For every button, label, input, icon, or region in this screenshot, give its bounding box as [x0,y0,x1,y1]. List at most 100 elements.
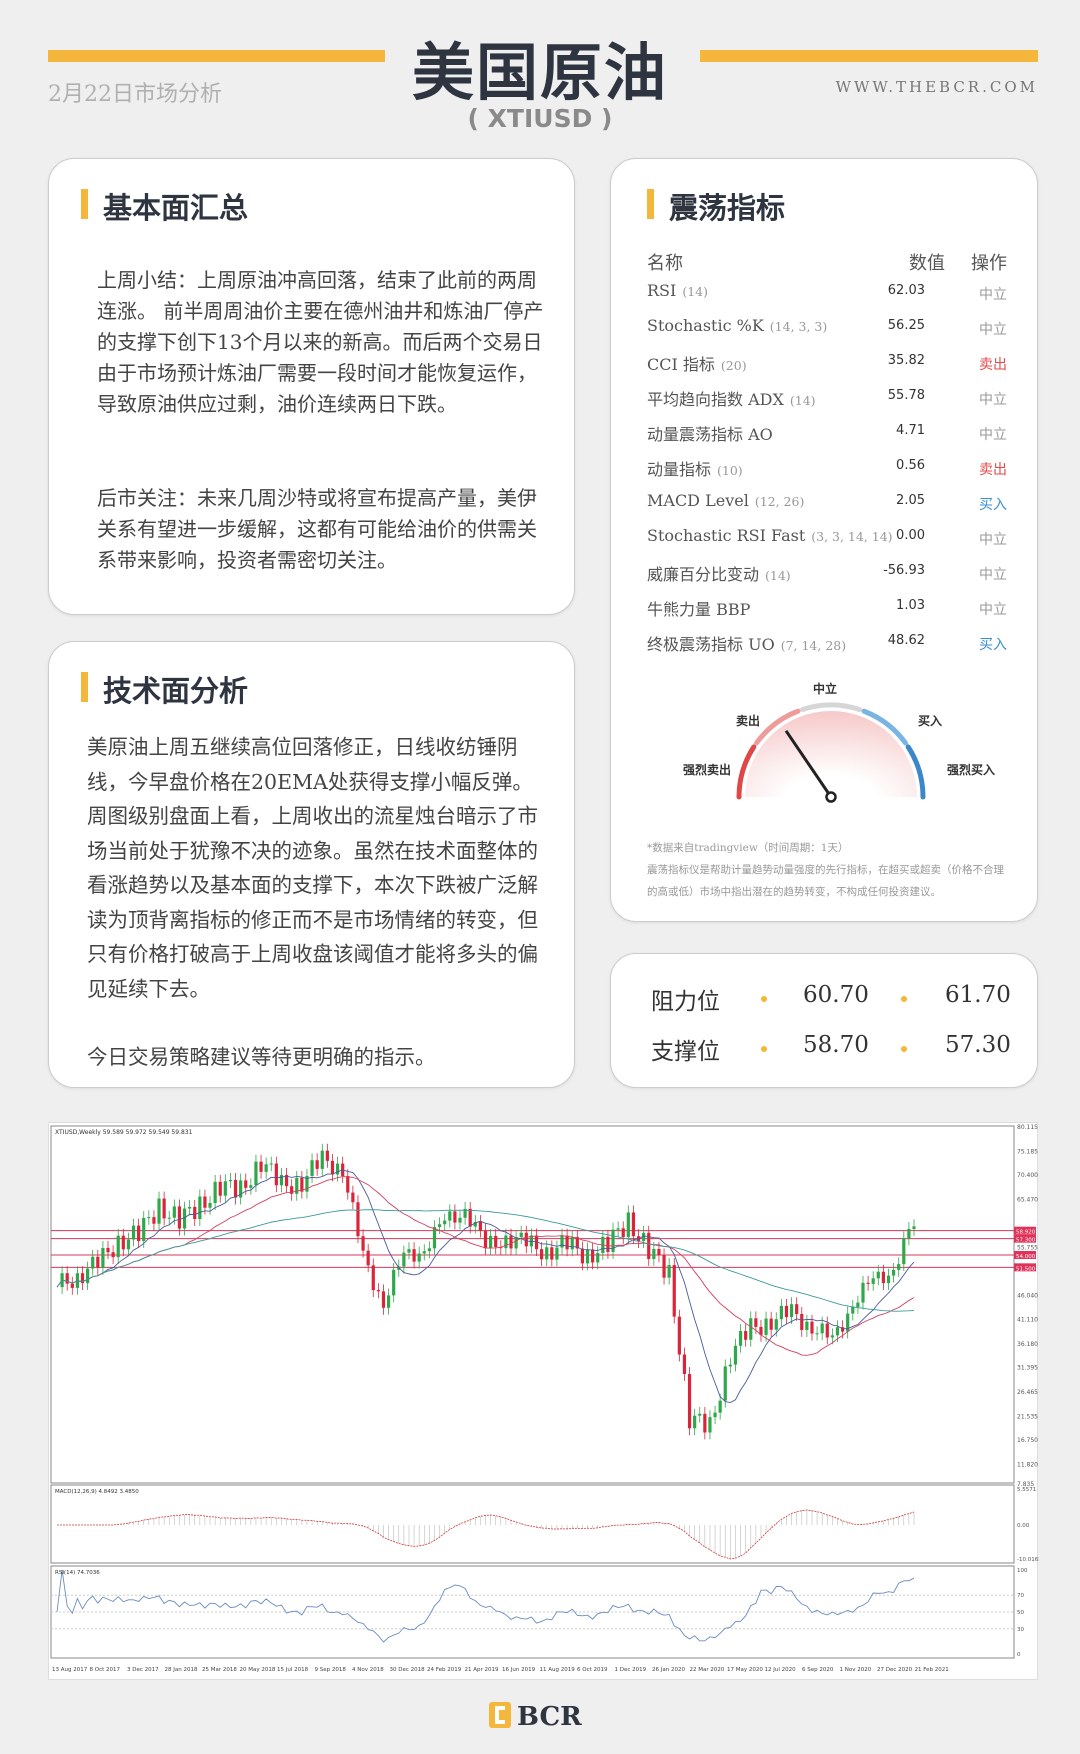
col-name: 名称 [647,253,683,274]
candle [437,1224,442,1228]
arc-strong-sell [736,744,757,800]
candle [335,1163,340,1175]
oscillator-action: 中立 [979,602,1007,618]
candle [142,1217,146,1242]
macd-tick: 0.00 [1017,1523,1030,1529]
candle [198,1196,202,1220]
candle [75,1273,80,1288]
rsi-tick: 50 [1017,1610,1024,1616]
gauge-label-neutral: 中立 [813,682,838,696]
candle [407,1249,411,1253]
candle [489,1235,493,1249]
candle [672,1265,676,1317]
oscillator-params: (14) [765,568,791,583]
rsi-line [56,1569,915,1643]
symbol-subtitle: ( XTIUSD ) [467,104,613,133]
candle [851,1306,855,1314]
oscillator-row: Stochastic RSI Fast (3, 3, 14, 14) 0.00 中立 [647,526,1007,561]
website-link[interactable]: WWW.THEBCR.COM [835,78,1038,96]
candle [616,1228,620,1230]
candle [80,1273,85,1284]
candle [881,1271,885,1284]
candle [805,1321,809,1330]
candle [815,1333,819,1335]
candle [585,1249,590,1264]
gauge-label-strong-buy: 强烈买入 [947,763,996,777]
oscillator-label: 牛熊力量 BBP [647,600,751,619]
candle [524,1232,528,1247]
oscillator-name: 动量指标 (10) [647,456,743,480]
candle [509,1235,513,1249]
candle [131,1225,136,1240]
price-chart: 80.115 75.185 70.400 65.470 55.755 46.040 41.1… [48,1122,1042,1680]
date-tick: 24 Feb 2019 [427,1667,462,1673]
date-tick: 6 Sep 2020 [802,1667,834,1673]
oscillator-label: Stochastic RSI Fast [647,526,806,545]
header-bar-left [48,50,385,62]
candle [800,1313,804,1330]
date-tick: 13 Aug 2017 [52,1667,88,1673]
candle [733,1345,738,1365]
price-tick: 41.110 [1017,1317,1038,1324]
gauge-needle [784,729,833,798]
candle [147,1217,151,1219]
col-value: 数值 [909,253,945,274]
arc-neutral [800,702,862,713]
oscillator-action: 中立 [979,287,1007,303]
oscillator-name: 动量震荡指标 AO [647,421,779,445]
candle [789,1304,794,1318]
macd-tick: 5.5571 [1017,1487,1036,1493]
oscillator-label: CCI 指标 [647,355,715,374]
date-tick: 27 Dec 2020 [877,1667,913,1673]
bullet-dot [761,1046,767,1052]
candle [483,1230,488,1249]
oscillator-row: 动量震荡指标 AO 4.71 中立 [647,421,1007,456]
oscillator-params: (3, 3, 14, 14) [811,529,893,544]
oscillator-label: RSI [647,281,677,300]
arc-strong-buy [905,744,926,800]
fundamentals-card: 基本面汇总 上周小结：上周原油冲高回落，结束了此前的两周连涨。 前半周周油价主要… [48,158,575,615]
oscillator-label: 平均趋向指数 ADX [647,390,784,409]
candle [463,1208,467,1218]
candle [300,1177,304,1192]
candle [290,1186,294,1194]
level-tag [1014,1263,1036,1272]
oscillator-params: (7, 14, 28) [780,638,847,653]
date-tick: 15 Jul 2018 [277,1667,309,1673]
candle [448,1211,452,1221]
candle [126,1239,131,1250]
candle [514,1237,518,1249]
report-date: 2月22日市场分析 [48,82,222,107]
candle [137,1225,141,1242]
candle [193,1206,197,1220]
candle [626,1212,630,1237]
oscillator-label: 威廉百分比变动 [647,565,760,584]
oscillator-action: 中立 [979,427,1007,443]
candle [738,1331,743,1346]
candle [774,1319,778,1330]
candle [91,1256,95,1269]
price-tick: 55.755 [1017,1244,1038,1251]
candle [458,1217,462,1223]
candle [830,1335,834,1338]
candle [784,1305,789,1318]
candle [744,1331,748,1340]
date-tick: 4 Nov 2018 [352,1667,384,1673]
oscillator-action: 中立 [979,532,1007,548]
candle [764,1318,768,1335]
candle [422,1251,426,1254]
gauge-label-sell: 卖出 [736,714,761,728]
candle [284,1174,289,1187]
date-tick: 21 Feb 2021 [915,1667,949,1673]
candle [693,1415,697,1429]
resistance-1: 60.70 [803,982,869,1008]
date-tick: 9 Sep 2018 [315,1667,347,1673]
candle [392,1269,396,1296]
oscillator-label: 终极震荡指标 UO [647,635,775,654]
oscillator-row: 动量指标 (10) 0.56 卖出 [647,456,1007,491]
price-tick: 36.180 [1017,1341,1038,1348]
oscillator-value: -56.93 [883,563,925,578]
oscillator-row: 平均趋向指数 ADX (14) 55.78 中立 [647,386,1007,421]
technical-heading: 技术面分析 [81,668,248,710]
candle [432,1227,437,1249]
